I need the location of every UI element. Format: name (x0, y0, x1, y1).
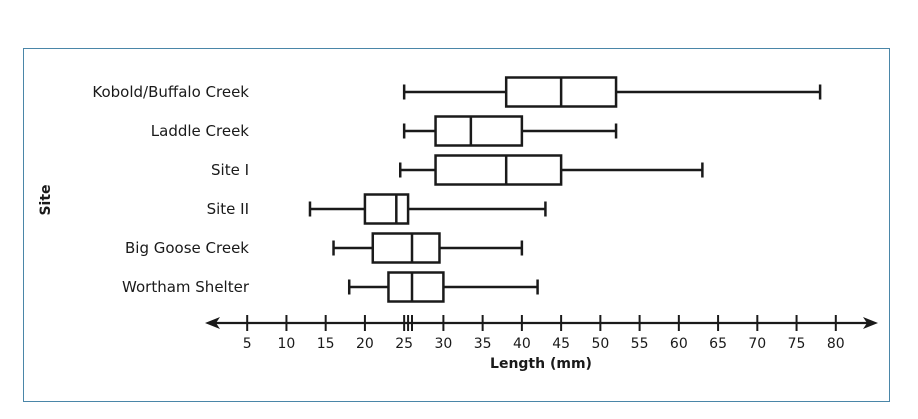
x-tick-label-60: 60 (670, 336, 688, 352)
category-label-big-goose-creek: Big Goose Creek (125, 239, 249, 257)
x-tick-label-5: 5 (243, 336, 252, 352)
x-tick-label-45: 45 (552, 336, 570, 352)
x-axis-arrow-left (205, 317, 220, 329)
category-label-laddle-creek: Laddle Creek (151, 122, 250, 140)
category-label-wortham-shelter: Wortham Shelter (122, 278, 250, 296)
x-axis-title: Length (mm) (490, 356, 592, 372)
box-big-goose-creek (332, 232, 524, 264)
x-tick-label-50: 50 (591, 336, 609, 352)
box-site-i (398, 154, 704, 186)
iqr-box (434, 154, 563, 186)
iqr-box (363, 193, 410, 225)
box-laddle-creek (402, 115, 618, 147)
box-wortham-shelter (347, 271, 539, 303)
x-tick-label-25: 25 (395, 336, 413, 352)
category-label-site-i: Site I (211, 161, 249, 179)
box-kobold-buffalo-creek (402, 76, 822, 108)
box-site-ii (308, 193, 547, 225)
x-tick-label-55: 55 (631, 336, 649, 352)
iqr-box (434, 115, 524, 147)
x-tick-label-80: 80 (827, 336, 845, 352)
x-tick-label-15: 15 (317, 336, 335, 352)
iqr-box (371, 232, 441, 264)
y-axis-title: Site (38, 184, 54, 215)
x-tick-label-35: 35 (474, 336, 492, 352)
x-tick-label-30: 30 (434, 336, 452, 352)
x-tick-label-10: 10 (278, 336, 296, 352)
iqr-box (387, 271, 445, 303)
category-label-kobold-buffalo-creek: Kobold/Buffalo Creek (92, 83, 249, 101)
category-label-site-ii: Site II (207, 200, 249, 218)
x-tick-label-70: 70 (748, 336, 766, 352)
x-tick-label-75: 75 (788, 336, 806, 352)
x-tick-label-20: 20 (356, 336, 374, 352)
x-axis-arrow-right (863, 317, 878, 329)
chart-frame (23, 48, 890, 402)
x-tick-label-40: 40 (513, 336, 531, 352)
x-tick-label-65: 65 (709, 336, 727, 352)
